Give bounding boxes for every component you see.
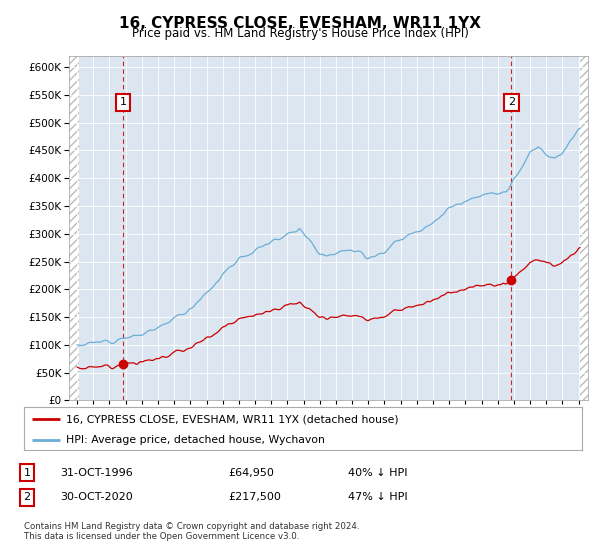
Text: Contains HM Land Registry data © Crown copyright and database right 2024.
This d: Contains HM Land Registry data © Crown c… xyxy=(24,522,359,542)
Text: 2: 2 xyxy=(23,492,31,502)
Text: 40% ↓ HPI: 40% ↓ HPI xyxy=(348,468,407,478)
Text: Price paid vs. HM Land Registry's House Price Index (HPI): Price paid vs. HM Land Registry's House … xyxy=(131,27,469,40)
Text: 1: 1 xyxy=(23,468,31,478)
Text: 30-OCT-2020: 30-OCT-2020 xyxy=(60,492,133,502)
Text: 16, CYPRESS CLOSE, EVESHAM, WR11 1YX (detached house): 16, CYPRESS CLOSE, EVESHAM, WR11 1YX (de… xyxy=(66,414,398,424)
Text: 1: 1 xyxy=(119,97,127,108)
Bar xyxy=(69,56,79,400)
Text: £217,500: £217,500 xyxy=(228,492,281,502)
Text: 31-OCT-1996: 31-OCT-1996 xyxy=(60,468,133,478)
Bar xyxy=(580,56,588,400)
Text: £64,950: £64,950 xyxy=(228,468,274,478)
Text: 16, CYPRESS CLOSE, EVESHAM, WR11 1YX: 16, CYPRESS CLOSE, EVESHAM, WR11 1YX xyxy=(119,16,481,31)
Text: HPI: Average price, detached house, Wychavon: HPI: Average price, detached house, Wych… xyxy=(66,435,325,445)
Text: 47% ↓ HPI: 47% ↓ HPI xyxy=(348,492,407,502)
Text: 2: 2 xyxy=(508,97,515,108)
